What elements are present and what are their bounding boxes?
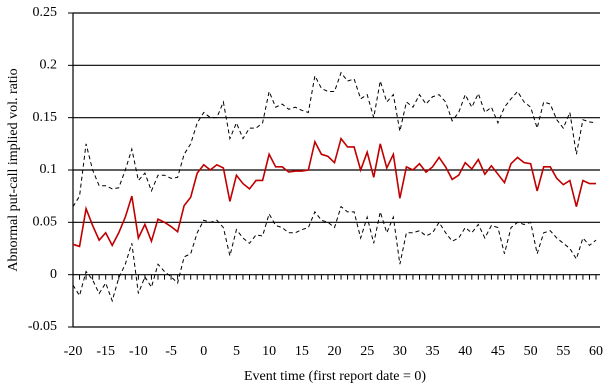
x-tick-label: 50 <box>524 344 538 359</box>
y-axis-title: Abnormal put-call implied vol. ratio <box>6 68 21 271</box>
x-tick-label: 60 <box>589 344 603 359</box>
x-tick-label: 10 <box>262 344 276 359</box>
x-tick-label: -5 <box>165 344 177 359</box>
x-tick-label: 15 <box>295 344 309 359</box>
y-tick-label: 0.05 <box>33 215 58 230</box>
x-tick-label: 5 <box>233 344 240 359</box>
ci-line <box>72 71 597 207</box>
x-tick-label: 40 <box>458 344 472 359</box>
ci-line <box>72 205 597 303</box>
x-axis-title: Event time (first report date = 0) <box>244 369 426 384</box>
mean-line <box>72 136 596 248</box>
x-tick-label: 25 <box>360 344 374 359</box>
y-tick-label: -0.05 <box>28 319 57 334</box>
y-tick-label: 0.2 <box>40 58 58 73</box>
x-tick-label: 30 <box>393 344 407 359</box>
y-tick-label: 0.15 <box>33 110 58 125</box>
y-tick-label: 0.1 <box>40 162 58 177</box>
x-tick-label: 55 <box>556 344 570 359</box>
x-tick-label: 20 <box>328 344 342 359</box>
x-tick-label: 45 <box>491 344 505 359</box>
y-tick-label: 0.25 <box>33 5 58 20</box>
x-tick-label: -20 <box>64 344 83 359</box>
x-tick-label: 0 <box>200 344 207 359</box>
x-tick-label: 35 <box>426 344 440 359</box>
x-tick-label: -10 <box>129 344 148 359</box>
y-tick-label: 0 <box>50 267 57 282</box>
x-tick-label: -15 <box>96 344 115 359</box>
